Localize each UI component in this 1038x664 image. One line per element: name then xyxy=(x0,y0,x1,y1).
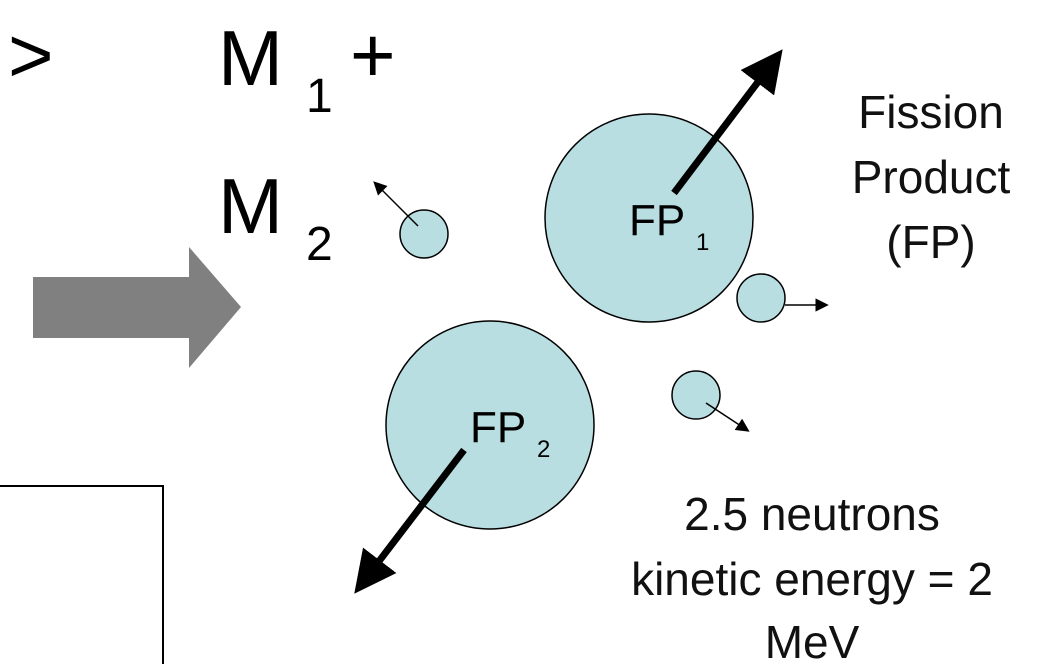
fp1-momentum-arrow xyxy=(671,49,783,196)
fission-product-label-line-2: Product xyxy=(852,151,1011,203)
mass-m2-symbol: M xyxy=(218,162,283,250)
fp2-momentum-arrow xyxy=(354,447,467,594)
plus-sign: + xyxy=(350,11,396,99)
neutrons-label-line-3: MeV xyxy=(765,616,860,664)
fp1-subscript: 1 xyxy=(696,229,709,256)
fp2-label: FP xyxy=(470,403,526,452)
reaction-arrow xyxy=(33,247,241,368)
neutrons-label-line-1: 2.5 neutrons xyxy=(684,488,940,540)
greater-than-sign: > xyxy=(8,11,54,99)
fp2-subscript: 2 xyxy=(537,436,550,463)
mass-m1-symbol: M xyxy=(218,14,283,102)
mass-m1-subscript: 1 xyxy=(306,70,333,123)
fission-product-label-line-1: Fission xyxy=(858,86,1004,138)
fp1-label: FP xyxy=(629,196,685,245)
fission-product-2-nucleus xyxy=(385,320,595,530)
neutron-1-arrow xyxy=(373,181,419,227)
mass-m2-subscript: 2 xyxy=(306,218,333,271)
fission-product-label-line-3: (FP) xyxy=(886,216,975,268)
neutron-1 xyxy=(399,209,449,259)
fission-product-1-nucleus xyxy=(544,113,754,323)
neutrons-label-line-2: kinetic energy = 2 xyxy=(631,553,993,605)
neutron-2 xyxy=(736,273,786,323)
neutron-3-arrow xyxy=(705,402,750,432)
partial-box-outline xyxy=(0,485,164,664)
neutron-3 xyxy=(671,370,721,420)
